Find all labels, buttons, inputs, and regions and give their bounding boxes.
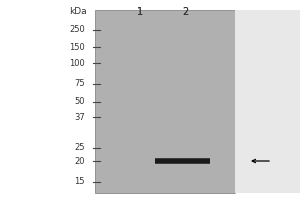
Text: 37: 37 [74,112,85,121]
Text: 150: 150 [69,43,85,51]
Text: 25: 25 [74,144,85,152]
Bar [235,10,300,193]
Text: 2: 2 [182,7,188,17]
Text: 1: 1 [137,7,143,17]
Text: 2: 2 [182,7,188,17]
Text: 250: 250 [69,25,85,34]
Text: 50: 50 [74,98,85,106]
Bar [95,10,235,193]
Text: kDa: kDa [69,7,87,17]
Text: 100: 100 [69,58,85,68]
Text: 15: 15 [74,178,85,186]
Text: 20: 20 [74,156,85,166]
Text: 1: 1 [137,7,143,17]
Text: 75: 75 [74,79,85,88]
